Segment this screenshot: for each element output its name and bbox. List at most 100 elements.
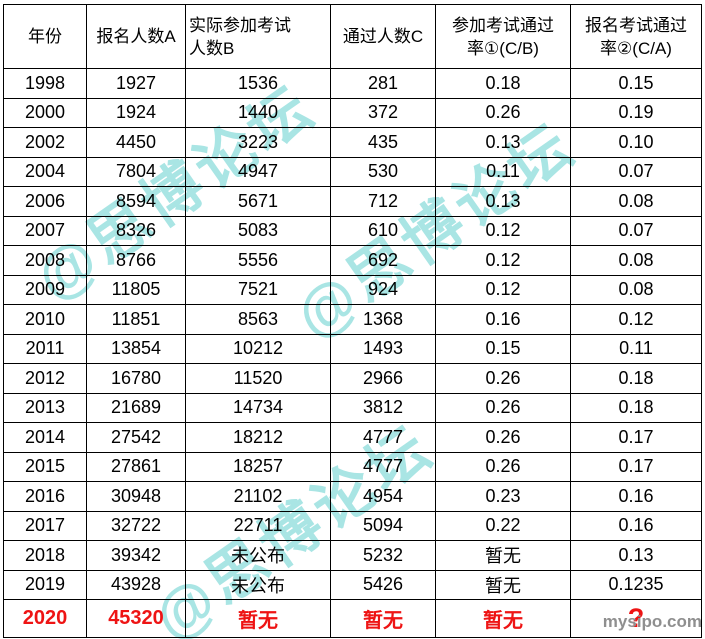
table-cell: 18257	[185, 451, 331, 482]
table-cell: 0.16	[570, 510, 702, 541]
table-cell: 0.13	[435, 127, 571, 158]
table-row-2007: 2007 8326 5083 610 0.12 0.07	[3, 215, 702, 246]
table-row-2000: 2000 1924 1440 372 0.26 0.19	[3, 97, 702, 128]
table-cell: 2000	[3, 97, 87, 128]
table-cell: 3812	[330, 392, 436, 423]
table-cell: 5094	[330, 510, 436, 541]
table-row-2018: 2018 39342 未公布 5232 暂无 0.13	[3, 540, 702, 571]
table-cell: 2966	[330, 363, 436, 394]
column-header-3: 通过人数C	[330, 4, 436, 69]
table-cell: 11805	[86, 274, 186, 305]
table-cell: 0.11	[570, 333, 702, 364]
table-cell: 14734	[185, 392, 331, 423]
table-row-2015: 2015 27861 18257 4777 0.26 0.17	[3, 451, 702, 482]
table-cell: 2014	[3, 422, 87, 453]
table-cell: 0.15	[570, 68, 702, 99]
table-cell: 924	[330, 274, 436, 305]
table-cell: 0.23	[435, 481, 571, 512]
table-cell: 2009	[3, 274, 87, 305]
column-header-2: 实际参加考试 人数B	[185, 4, 331, 69]
table-cell: 13854	[86, 333, 186, 364]
table-cell: 0.26	[435, 363, 571, 394]
table-cell: 未公布	[185, 540, 331, 571]
table-cell: 0.08	[570, 245, 702, 276]
table-cell: 2018	[3, 540, 87, 571]
table-cell: 712	[330, 186, 436, 217]
table-cell: 372	[330, 97, 436, 128]
table-row-2009: 2009 11805 7521 924 0.12 0.08	[3, 274, 702, 305]
table-cell: 1998	[3, 68, 87, 99]
table-row-2016: 2016 30948 21102 4954 0.23 0.16	[3, 481, 702, 512]
table-cell: 7804	[86, 156, 186, 187]
table-cell: 45320	[86, 599, 186, 638]
table-cell: 5671	[185, 186, 331, 217]
table-cell: 2016	[3, 481, 87, 512]
table-cell: 0.13	[435, 186, 571, 217]
table-cell: 692	[330, 245, 436, 276]
table-cell: 5232	[330, 540, 436, 571]
table-cell: 5556	[185, 245, 331, 276]
table-row-2013: 2013 21689 14734 3812 0.26 0.18	[3, 392, 702, 423]
table-cell: 0.17	[570, 422, 702, 453]
table-cell: ?	[570, 599, 702, 638]
table-cell: 5083	[185, 215, 331, 246]
table-cell: 11851	[86, 304, 186, 335]
table-cell: 610	[330, 215, 436, 246]
table-cell: 2012	[3, 363, 87, 394]
table-cell: 0.08	[570, 274, 702, 305]
table-row-1998: 1998 1927 1536 281 0.18 0.15	[3, 68, 702, 99]
table-row-2014: 2014 27542 18212 4777 0.26 0.17	[3, 422, 702, 453]
table-cell: 281	[330, 68, 436, 99]
table-cell: 1368	[330, 304, 436, 335]
table-cell: 39342	[86, 540, 186, 571]
table-cell: 暂无	[185, 599, 331, 638]
table-cell: 0.12	[435, 245, 571, 276]
table-cell: 2013	[3, 392, 87, 423]
table-cell: 7521	[185, 274, 331, 305]
table-cell: 1440	[185, 97, 331, 128]
table-row-2020: 2020 45320 暂无 暂无 暂无?	[3, 599, 702, 638]
table-cell: 0.16	[435, 304, 571, 335]
table-cell: 2007	[3, 215, 87, 246]
table-cell: 暂无	[435, 569, 571, 600]
table-cell: 0.18	[570, 363, 702, 394]
table-cell: 21689	[86, 392, 186, 423]
table-cell: 0.10	[570, 127, 702, 158]
header-row: 年份 报名人数A 实际参加考试 人数B 通过人数C 参加考试通过 率①(C/B) 报名考试通过…	[3, 4, 702, 69]
table-body: 1998 1927 1536 281 0.18 0.15 2000 1924 1440 372 0.…	[3, 68, 702, 638]
table-cell: 22711	[185, 510, 331, 541]
table-cell: 11520	[185, 363, 331, 394]
table-cell: 暂无	[330, 599, 436, 638]
table-cell: 8326	[86, 215, 186, 246]
table-cell: 4947	[185, 156, 331, 187]
table-cell: 2011	[3, 333, 87, 364]
table-cell: 0.26	[435, 392, 571, 423]
table-cell: 2004	[3, 156, 87, 187]
table-row-2019: 2019 43928 未公布 5426 暂无 0.1235	[3, 569, 702, 600]
table-cell: 0.26	[435, 97, 571, 128]
table-cell: 1927	[86, 68, 186, 99]
table-cell: 1493	[330, 333, 436, 364]
table-cell: 32722	[86, 510, 186, 541]
table-cell: 18212	[185, 422, 331, 453]
table-cell: 530	[330, 156, 436, 187]
table-cell: 8563	[185, 304, 331, 335]
table-cell: 1536	[185, 68, 331, 99]
table-cell: 0.07	[570, 156, 702, 187]
table-cell: 4450	[86, 127, 186, 158]
table-row-2017: 2017 32722 22711 5094 0.22 0.16	[3, 510, 702, 541]
table-row-2006: 2006 8594 5671 712 0.13 0.08	[3, 186, 702, 217]
table-cell: 30948	[86, 481, 186, 512]
table-cell: 暂无	[435, 599, 571, 638]
table-cell: 0.12	[435, 215, 571, 246]
table-row-2011: 2011 13854 10212 1493 0.15 0.11	[3, 333, 702, 364]
table-cell: 1924	[86, 97, 186, 128]
table-cell: 435	[330, 127, 436, 158]
table-cell: 0.26	[435, 422, 571, 453]
table-cell: 2002	[3, 127, 87, 158]
table-cell: 0.19	[570, 97, 702, 128]
table-cell: 0.11	[435, 156, 571, 187]
table-row-2008: 2008 8766 5556 692 0.12 0.08	[3, 245, 702, 276]
table-cell: 0.12	[570, 304, 702, 335]
